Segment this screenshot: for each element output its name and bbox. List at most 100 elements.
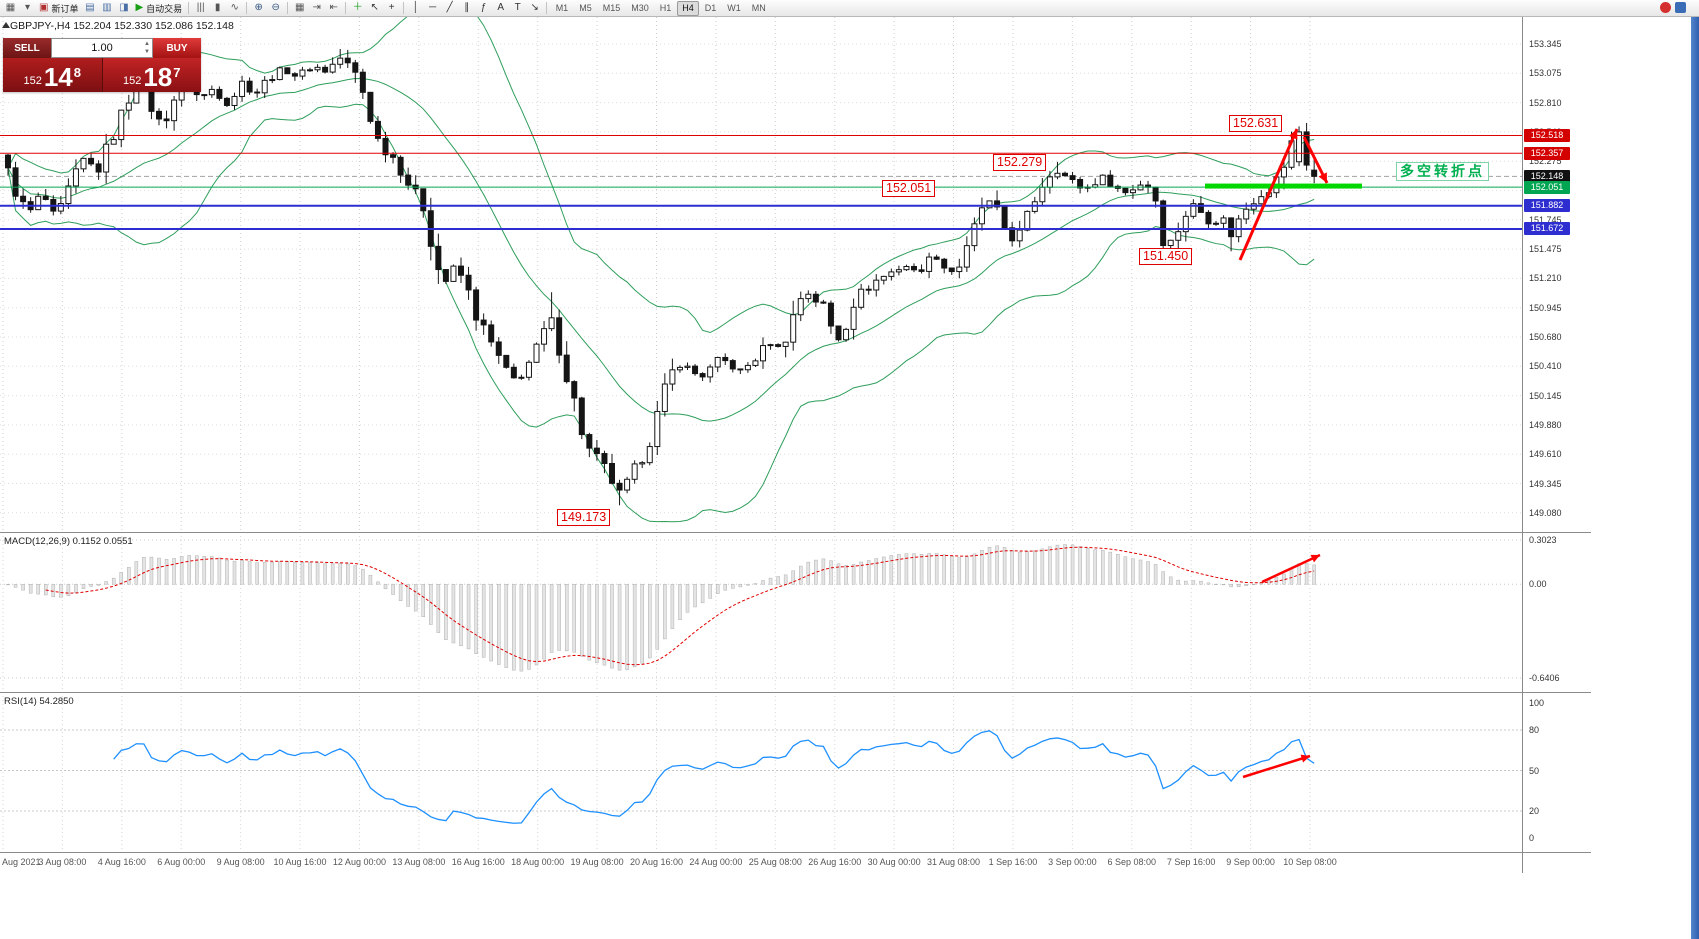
timeframe-D1[interactable]: D1 (704, 3, 717, 13)
fibonacci-icon[interactable]: ƒ (480, 2, 487, 13)
bb-middle (7, 77, 1315, 422)
pivot-annotation[interactable]: 多空转折点 (1396, 162, 1489, 181)
auto-scroll-icon[interactable]: ⇥ (312, 2, 321, 13)
timeframe-M15[interactable]: M15 (602, 3, 621, 13)
time-axis-label: 31 Aug 08:00 (927, 857, 981, 867)
sell-button[interactable]: SELL (3, 38, 51, 58)
text-icon[interactable]: A (497, 2, 505, 13)
price-callout[interactable]: 152.631 (1229, 115, 1283, 132)
navigator-icon[interactable]: ◨ (119, 2, 129, 13)
timeframe-M1[interactable]: M1 (555, 3, 569, 13)
horizontal-line-icon[interactable]: ─ (429, 2, 437, 13)
toolbar-separator (403, 2, 405, 14)
toolbar-separator (287, 2, 289, 14)
timeframe-H4[interactable]: H4 (677, 0, 699, 16)
timeframe-MN[interactable]: MN (751, 3, 766, 13)
news-icon[interactable] (1675, 2, 1686, 13)
buy-button[interactable]: BUY (153, 38, 201, 58)
time-axis-label: 6 Aug 00:00 (157, 857, 206, 867)
market-watch-icon[interactable]: ▤ (85, 2, 95, 13)
right-dock-strip[interactable] (1691, 0, 1699, 939)
new-chart-dropdown-icon[interactable]: ▾ (24, 2, 31, 13)
ask-price-display[interactable]: 152 18 7 (102, 58, 201, 92)
axis-price-tag: 152.518 (1524, 128, 1570, 142)
vertical-line-icon[interactable]: │ (412, 2, 419, 13)
indicators-icon[interactable]: ＋ (352, 2, 363, 13)
rsi-scale-label: 20 (1529, 806, 1540, 816)
axis-price-tag: 152.051 (1524, 180, 1570, 194)
bollinger-bands (7, 17, 1315, 523)
rsi-scale-label: 80 (1529, 725, 1540, 735)
macd-panel-canvas[interactable] (0, 532, 1523, 692)
price-callout[interactable]: 152.279 (993, 154, 1047, 171)
bid-big-digits: 14 (43, 62, 73, 92)
autotrading-icon[interactable]: ▶ 自动交易 (135, 2, 183, 14)
equidistant-channel-icon[interactable]: ∥ (464, 2, 470, 13)
bb-upper (7, 17, 1315, 334)
price-callout[interactable]: 151.450 (1139, 248, 1193, 265)
symbol-ohlc-line: GBPJPY-,H4 152.204 152.330 152.086 152.1… (10, 20, 234, 32)
trend-line-icon[interactable]: ╱ (446, 2, 453, 13)
time-axis[interactable]: Aug 2021 3 Aug 08:00 4 Aug 16:00 6 Aug 00:0… (0, 853, 1523, 873)
time-axis-label: 10 Aug 16:00 (273, 857, 327, 867)
price-scale-label: 152.275 (1529, 156, 1562, 167)
bid-price-display[interactable]: 152 14 8 (3, 58, 102, 92)
cursor-icon[interactable]: ↖ (370, 2, 379, 13)
macd-histogram (6, 544, 1316, 672)
rsi-separator[interactable] (0, 692, 1591, 693)
timeframe-M30[interactable]: M30 (631, 3, 649, 13)
volume-stepper-icon[interactable]: ▲ ▼ (144, 41, 150, 55)
toolbar-separator (246, 2, 248, 14)
price-callout[interactable]: 152.051 (882, 180, 936, 197)
time-axis-label: 9 Sep 00:00 (1226, 857, 1275, 867)
volume-input[interactable]: 1.00 ▲ ▼ (51, 38, 153, 58)
time-axis-label: 20 Aug 16:00 (629, 857, 684, 867)
time-axis-label: 12 Aug 00:00 (332, 857, 386, 867)
bid-prefix: 152 (23, 75, 42, 87)
zoom-in-icon[interactable]: ⊕ (254, 2, 263, 13)
timeframe-H1[interactable]: H1 (659, 3, 672, 13)
macd-scale[interactable]: 0.3023 0.00 -0.6406 (1523, 532, 1591, 692)
rsi-panel-canvas[interactable] (0, 692, 1523, 852)
timeframe-M5[interactable]: M5 (579, 3, 592, 13)
main-chart-canvas[interactable] (0, 17, 1523, 532)
time-axis-label: 26 Aug 16:00 (808, 857, 862, 867)
data-window-icon[interactable]: ▥ (102, 2, 112, 13)
line-chart-icon[interactable]: ∿ (230, 2, 239, 13)
chart-shift-icon[interactable]: ⇤ (329, 2, 338, 13)
new-order-icon[interactable]: ▣ 新订单 (39, 2, 79, 14)
axis-price-tag: 152.357 (1524, 146, 1570, 160)
rsi-scale-label: 100 (1529, 698, 1545, 708)
price-callout[interactable]: 149.173 (557, 509, 611, 526)
text-label-icon[interactable]: T (514, 2, 521, 13)
rsi-scale-label: 50 (1529, 765, 1540, 776)
alert-icon[interactable] (1660, 2, 1671, 13)
grid-layer (0, 17, 1522, 532)
rsi-scale[interactable]: 100 80 50 20 0 (1523, 692, 1591, 852)
price-scale-label: 149.080 (1529, 507, 1562, 518)
trade-panel-collapse-icon[interactable] (2, 22, 10, 28)
horizontal-levels (0, 134, 1522, 230)
macd-separator[interactable] (0, 532, 1591, 533)
price-scale-label: 151.210 (1529, 273, 1562, 284)
toolbar-separator (188, 2, 190, 14)
tile-windows-icon[interactable]: ▦ (294, 2, 305, 13)
ask-big-digits: 18 (143, 62, 173, 92)
timeframe-W1[interactable]: W1 (727, 3, 741, 13)
price-scale-label: 150.680 (1529, 332, 1562, 342)
arrows-tool-icon[interactable]: ↘ (530, 2, 539, 13)
zoom-out-icon[interactable]: ⊖ (271, 2, 280, 13)
price-scale-label: 150.410 (1529, 361, 1562, 372)
time-axis-label: 4 Aug 16:00 (97, 857, 146, 867)
macd-signal-line (45, 546, 1315, 666)
rsi-scale-label: 0 (1529, 833, 1535, 843)
bar-chart-icon[interactable]: ||| (196, 2, 205, 13)
candle-chart-icon[interactable]: ▮ (214, 2, 221, 13)
new-chart-icon[interactable]: ▦ (5, 2, 16, 13)
price-scale-label: 149.345 (1529, 478, 1562, 489)
ask-prefix: 152 (122, 75, 142, 87)
price-scale[interactable]: 153.345153.075152.810152.540152.275152.0… (1523, 17, 1591, 532)
time-axis-label: 1 Sep 16:00 (988, 857, 1038, 867)
time-axis-label: 6 Sep 08:00 (1107, 857, 1157, 867)
crosshair-icon[interactable]: + (388, 2, 395, 13)
